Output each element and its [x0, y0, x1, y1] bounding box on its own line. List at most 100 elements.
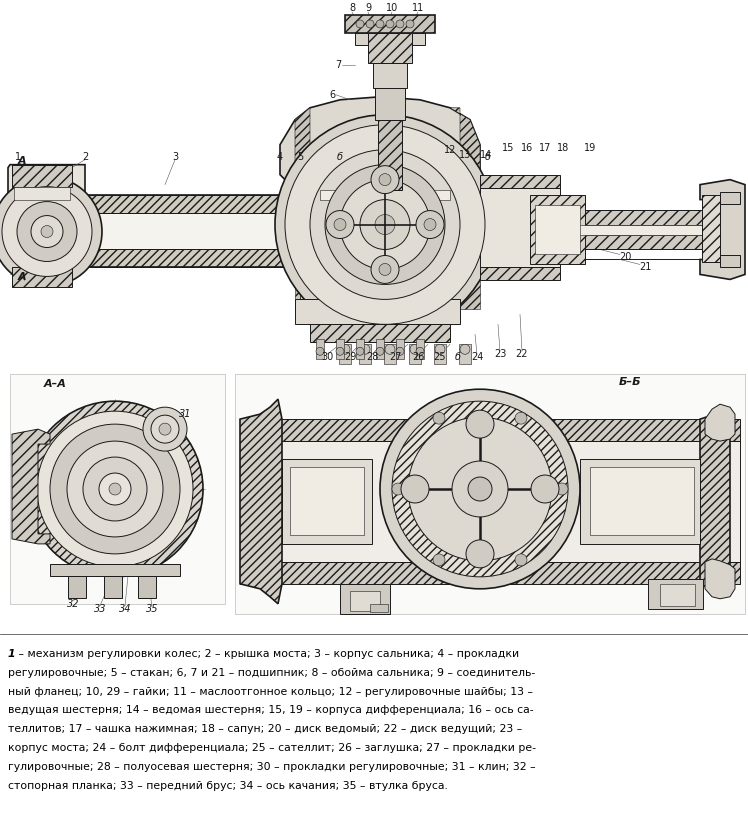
Circle shape: [433, 412, 445, 424]
Text: 35: 35: [146, 604, 159, 614]
Circle shape: [468, 477, 492, 501]
Bar: [702, 194, 720, 263]
Circle shape: [392, 483, 404, 495]
Text: ведущая шестерня; 14 – ведомая шестерня; 15, 19 – корпуса дифференциала; 16 – ос: ведущая шестерня; 14 – ведомая шестерня;…: [8, 705, 533, 715]
Text: гулировочные; 28 – полуосевая шестерня; 30 – прокладки регулировочные; 31 – клин: гулировочные; 28 – полуосевая шестерня; …: [8, 762, 536, 772]
Circle shape: [326, 211, 354, 239]
Bar: [310, 324, 450, 342]
Text: – механизм регулировки колес; 2 – крышка моста; 3 – корпус сальника; 4 – проклад: – механизм регулировки колес; 2 – крышка…: [15, 649, 519, 658]
Circle shape: [556, 483, 568, 495]
Circle shape: [379, 263, 391, 276]
Circle shape: [50, 424, 180, 554]
Circle shape: [275, 114, 495, 334]
Text: ный фланец; 10, 29 – гайки; 11 – маслоотгонное кольцо; 12 – регулировочные шайбы: ный фланец; 10, 29 – гайки; 11 – маслоот…: [8, 686, 533, 696]
Text: 11: 11: [412, 3, 424, 13]
Circle shape: [392, 401, 568, 577]
Circle shape: [340, 179, 430, 269]
Circle shape: [396, 347, 404, 356]
Text: 7: 7: [335, 60, 341, 70]
Text: 16: 16: [521, 142, 533, 153]
Polygon shape: [295, 188, 300, 309]
Circle shape: [356, 347, 364, 356]
Circle shape: [408, 417, 552, 560]
Bar: [368, 33, 412, 63]
Circle shape: [336, 347, 344, 356]
Bar: [68, 576, 86, 597]
Text: б: б: [485, 151, 491, 161]
Bar: [375, 88, 405, 120]
Bar: [336, 339, 344, 360]
Circle shape: [466, 540, 494, 568]
Bar: [339, 344, 351, 365]
Circle shape: [37, 412, 193, 567]
Text: А–А: А–А: [43, 379, 67, 389]
Text: 28: 28: [366, 352, 378, 362]
Circle shape: [360, 200, 410, 249]
Text: 1: 1: [8, 649, 16, 658]
Polygon shape: [8, 165, 85, 267]
Text: 13: 13: [459, 150, 471, 160]
Circle shape: [396, 20, 404, 28]
Bar: [240, 441, 740, 562]
Bar: [240, 562, 740, 584]
Bar: [50, 564, 180, 576]
Bar: [560, 235, 730, 249]
Bar: [138, 576, 156, 597]
Circle shape: [416, 211, 444, 239]
Circle shape: [366, 20, 374, 28]
Text: 24: 24: [470, 352, 483, 362]
Bar: [359, 344, 371, 365]
Polygon shape: [700, 417, 730, 587]
Circle shape: [515, 412, 527, 424]
Text: 2: 2: [82, 151, 88, 161]
Polygon shape: [280, 97, 480, 337]
Text: 5: 5: [297, 151, 303, 161]
Bar: [720, 192, 740, 203]
Text: 15: 15: [502, 142, 514, 153]
Bar: [14, 187, 70, 200]
Polygon shape: [450, 108, 480, 188]
Circle shape: [452, 461, 508, 517]
Bar: [434, 344, 446, 365]
Text: 34: 34: [119, 604, 131, 614]
Circle shape: [380, 389, 580, 588]
Bar: [480, 174, 560, 188]
Bar: [240, 419, 740, 441]
Text: 6: 6: [329, 90, 335, 100]
Bar: [85, 249, 295, 267]
Circle shape: [285, 125, 485, 324]
Bar: [409, 344, 421, 365]
Polygon shape: [705, 559, 735, 599]
Text: Б–Б: Б–Б: [619, 377, 641, 388]
Text: 20: 20: [619, 253, 631, 263]
Polygon shape: [12, 429, 50, 544]
Text: 18: 18: [557, 142, 569, 153]
Text: 31: 31: [179, 409, 191, 419]
Circle shape: [31, 216, 63, 248]
Text: А: А: [18, 156, 26, 165]
Bar: [12, 165, 72, 187]
Bar: [590, 467, 694, 535]
Text: 19: 19: [584, 142, 596, 153]
Bar: [373, 63, 407, 88]
Polygon shape: [240, 399, 282, 604]
Circle shape: [143, 407, 187, 451]
Text: 26: 26: [412, 352, 424, 362]
Bar: [85, 194, 295, 212]
Circle shape: [416, 347, 424, 356]
Polygon shape: [700, 179, 745, 280]
Circle shape: [83, 457, 147, 521]
Bar: [376, 339, 384, 360]
Bar: [660, 584, 695, 606]
Text: 25: 25: [434, 352, 447, 362]
Bar: [720, 255, 740, 267]
Text: теллитов; 17 – чашка нажимная; 18 – сапун; 20 – диск ведомый; 22 – диск ведущий;: теллитов; 17 – чашка нажимная; 18 – сапу…: [8, 724, 522, 734]
Text: 4: 4: [277, 151, 283, 161]
Text: корпус моста; 24 – болт дифференциала; 25 – сателлит; 26 – заглушка; 27 – прокла: корпус моста; 24 – болт дифференциала; 2…: [8, 743, 536, 753]
Text: 8: 8: [349, 3, 355, 13]
Circle shape: [310, 150, 460, 300]
Bar: [560, 225, 730, 235]
Circle shape: [385, 344, 395, 354]
Circle shape: [410, 344, 420, 354]
Bar: [320, 189, 450, 200]
